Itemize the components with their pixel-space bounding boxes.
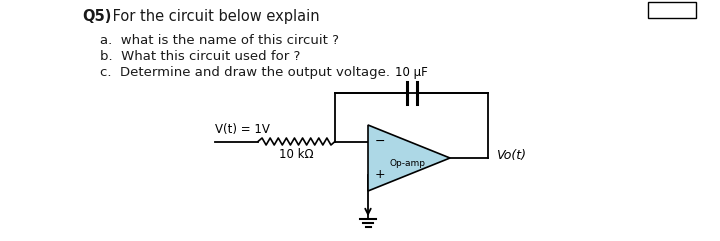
Text: b.  What this circuit used for ?: b. What this circuit used for ? <box>100 50 300 63</box>
Bar <box>648 2 696 18</box>
Polygon shape <box>368 125 450 191</box>
Text: +: + <box>375 168 386 181</box>
Text: Vo(t): Vo(t) <box>496 149 526 162</box>
Text: For the circuit below explain: For the circuit below explain <box>108 9 320 24</box>
Text: −: − <box>375 135 385 148</box>
Text: V(t) = 1V: V(t) = 1V <box>215 123 270 136</box>
Text: a.  what is the name of this circuit ?: a. what is the name of this circuit ? <box>100 34 339 47</box>
Text: c.  Determine and draw the output voltage.: c. Determine and draw the output voltage… <box>100 66 390 79</box>
Text: 10 μF: 10 μF <box>395 66 428 79</box>
Text: Q5): Q5) <box>82 9 112 24</box>
Text: Op-amp: Op-amp <box>389 159 425 167</box>
Text: 10 kΩ: 10 kΩ <box>279 147 314 161</box>
